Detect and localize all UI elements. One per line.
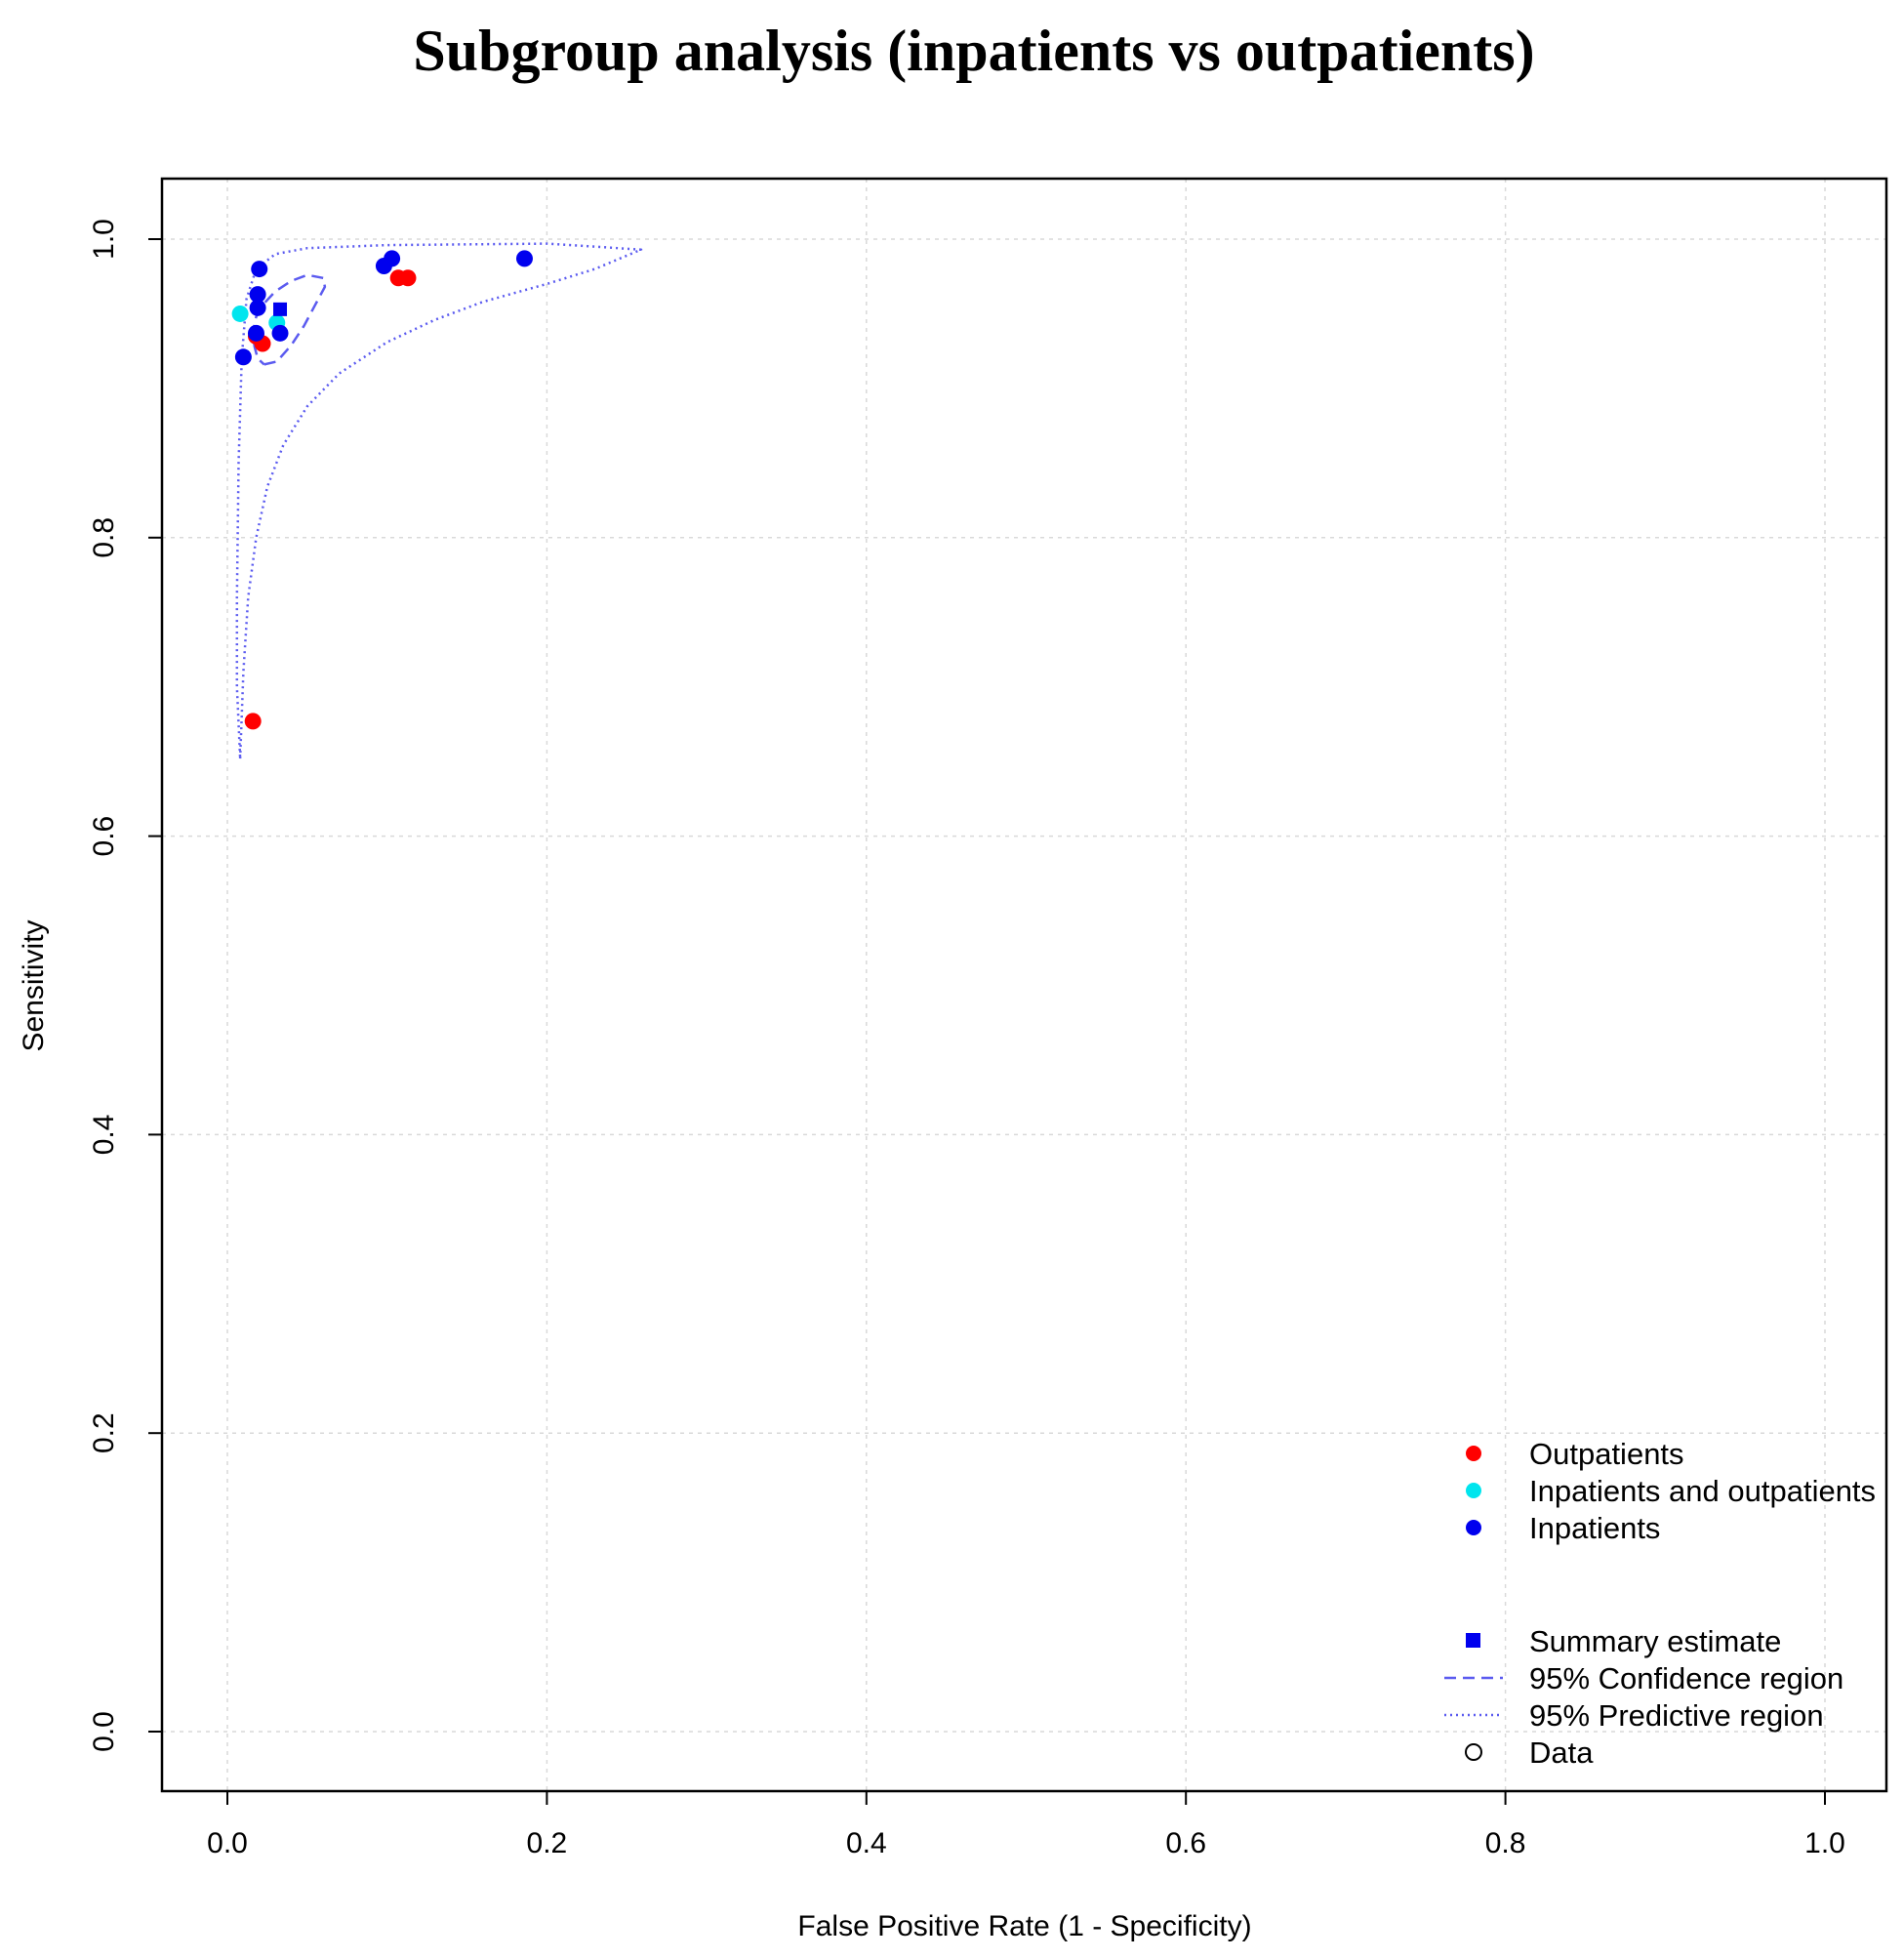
x-axis-label: False Positive Rate (1 - Specificity) bbox=[797, 1910, 1251, 1942]
y-tick-label-0: 0.0 bbox=[88, 1711, 120, 1752]
point-outpatients-0 bbox=[244, 713, 262, 730]
confidence-region bbox=[251, 273, 327, 366]
legend-data-marker bbox=[1465, 1743, 1482, 1761]
x-tick-label-0-2: 0.2 bbox=[527, 1827, 568, 1859]
x-tick-label-0: 0.0 bbox=[207, 1827, 248, 1859]
point-inpatients-2 bbox=[249, 299, 266, 316]
x-tick-label-0-8: 0.8 bbox=[1485, 1827, 1526, 1859]
point-inpatients-and-outpatients-0 bbox=[231, 305, 249, 322]
y-tick-label-0-8: 0.8 bbox=[88, 517, 120, 558]
legend-outpatients-label: Outpatients bbox=[1529, 1437, 1684, 1471]
legend-inpatients-marker bbox=[1466, 1520, 1481, 1535]
y-tick-label-0-2: 0.2 bbox=[88, 1412, 120, 1453]
point-inpatients-4 bbox=[251, 261, 268, 278]
legend-confidence-region-label: 95% Confidence region bbox=[1529, 1661, 1843, 1695]
x-tick-label-0-6: 0.6 bbox=[1165, 1827, 1206, 1859]
y-tick-label-0-6: 0.6 bbox=[88, 816, 120, 857]
legend-predictive-region-label: 95% Predictive region bbox=[1529, 1698, 1824, 1733]
y-tick-label-0-4: 0.4 bbox=[88, 1115, 120, 1156]
legend-outpatients-marker bbox=[1466, 1446, 1481, 1461]
predictive-region bbox=[235, 242, 643, 759]
legend-summary-estimate-marker bbox=[1466, 1633, 1480, 1648]
legend-inpatients-and-outpatients-marker bbox=[1466, 1483, 1481, 1498]
point-outpatients-4 bbox=[399, 269, 417, 287]
y-axis-label: Sensitivity bbox=[18, 919, 50, 1051]
point-inpatients-7 bbox=[384, 250, 401, 267]
plot-frame bbox=[160, 177, 1888, 1793]
y-tick-label-1: 1.0 bbox=[88, 219, 120, 260]
point-inpatients-1 bbox=[247, 324, 264, 342]
legend-inpatients-and-outpatients-label: Inpatients and outpatients bbox=[1529, 1474, 1876, 1508]
point-inpatients-8 bbox=[515, 250, 533, 267]
summary-estimate-marker bbox=[273, 302, 288, 316]
regions bbox=[235, 242, 643, 759]
legend-data-label: Data bbox=[1529, 1735, 1594, 1770]
chart-title: Subgroup analysis (inpatients vs outpati… bbox=[413, 19, 1534, 83]
data-points bbox=[231, 250, 533, 730]
point-inpatients-5 bbox=[271, 324, 289, 342]
point-inpatients-0 bbox=[234, 348, 252, 366]
x-tick-label-0-4: 0.4 bbox=[846, 1827, 887, 1859]
grid bbox=[162, 179, 1886, 1791]
axes: 0.0 0.2 0.4 0.6 0.8 1.0 0.0 0.2 0.4 0.6 0.8 1.0 bbox=[88, 219, 1845, 1859]
x-tick-label-1: 1.0 bbox=[1804, 1827, 1845, 1859]
legend-inpatients-label: Inpatients bbox=[1529, 1511, 1660, 1545]
legend-summary-estimate-label: Summary estimate bbox=[1529, 1624, 1781, 1658]
point-inpatients-3 bbox=[249, 286, 266, 304]
legend: Outpatients Inpatients and outpatients I… bbox=[1444, 1437, 1876, 1770]
